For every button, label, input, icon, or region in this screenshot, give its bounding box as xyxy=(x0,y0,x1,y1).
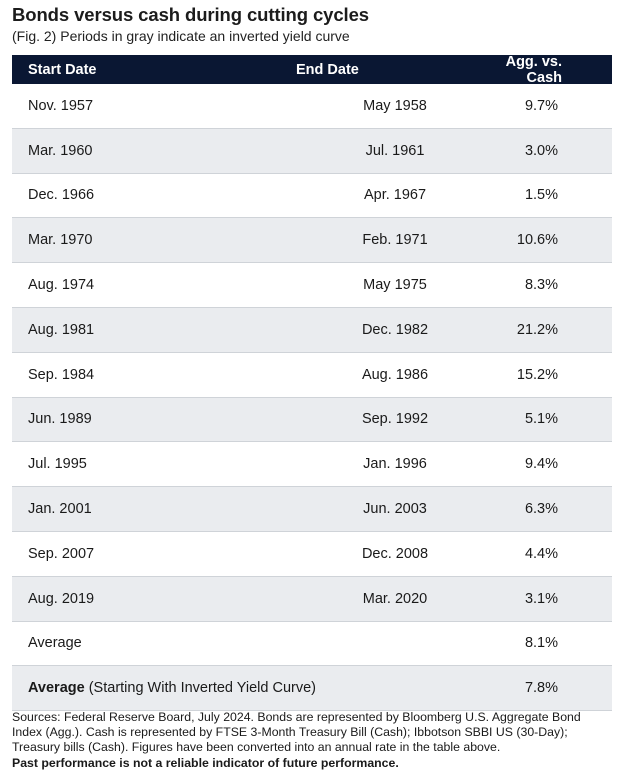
summary-row: Average 8.1% xyxy=(12,622,612,667)
summary-label-text: Average xyxy=(28,635,82,652)
cell-start-date: Aug. 2019 xyxy=(28,590,95,607)
cell-start-date: Sep. 1984 xyxy=(28,366,95,383)
cell-start-date: Mar. 1960 xyxy=(28,142,93,159)
summary-value: 7.8% xyxy=(524,680,558,697)
cell-agg-vs-cash: 21.2% xyxy=(516,321,558,338)
cell-start-date: Aug. 1974 xyxy=(28,277,95,294)
data-table: Start Date End Date Agg. vs. Cash Nov. 1… xyxy=(12,53,612,712)
table-row: Sep. 1984 Aug. 1986 15.2% xyxy=(12,353,612,398)
cell-agg-vs-cash: 6.3% xyxy=(524,501,558,518)
table-header: Start Date End Date Agg. vs. Cash xyxy=(12,53,612,86)
chart-subtitle: (Fig. 2) Periods in gray indicate an inv… xyxy=(12,28,350,44)
cell-end-date: Jul. 1961 xyxy=(365,142,425,159)
summary-label-bold: Average xyxy=(28,680,85,697)
cell-start-date: Nov. 1957 xyxy=(28,97,94,114)
cell-start-date: Jul. 1995 xyxy=(28,456,87,473)
cell-end-date: Feb. 1971 xyxy=(362,232,428,249)
cell-start-date: Sep. 2007 xyxy=(28,545,95,562)
table-row: Aug. 1974 May 1975 8.3% xyxy=(12,263,612,308)
cell-agg-vs-cash: 9.7% xyxy=(524,97,558,114)
cell-agg-vs-cash: 5.1% xyxy=(524,411,558,428)
cell-end-date: May 1958 xyxy=(363,97,427,114)
summary-label-text: (Starting With Inverted Yield Curve) xyxy=(84,680,316,697)
cell-start-date: Aug. 1981 xyxy=(28,321,95,338)
cell-agg-vs-cash: 3.1% xyxy=(524,590,558,607)
cell-start-date: Jan. 2001 xyxy=(28,501,92,518)
cell-end-date: Jun. 2003 xyxy=(363,501,427,518)
table-row: Mar. 1970 Feb. 1971 10.6% xyxy=(12,218,612,264)
table-body: Nov. 1957 May 1958 9.7% Mar. 1960 Jul. 1961 3… xyxy=(12,84,612,712)
table-row: Jan. 2001 Jun. 2003 6.3% xyxy=(12,487,612,532)
header-start-date: Start Date xyxy=(28,61,97,78)
cell-end-date: Sep. 1992 xyxy=(361,411,429,428)
table-row: Jun. 1989 Sep. 1992 5.1% xyxy=(12,397,612,443)
cell-start-date: Dec. 1966 xyxy=(28,187,95,204)
table-row: Dec. 1966 Apr. 1967 1.5% xyxy=(12,174,612,219)
cell-end-date: Apr. 1967 xyxy=(363,187,427,204)
footnote: Sources: Federal Reserve Board, July 202… xyxy=(12,710,612,771)
cell-agg-vs-cash: 4.4% xyxy=(524,545,558,562)
table-row: Aug. 1981 Dec. 1982 21.2% xyxy=(12,307,612,353)
cell-agg-vs-cash: 3.0% xyxy=(524,142,558,159)
footnote-sources: Sources: Federal Reserve Board, July 202… xyxy=(12,710,581,755)
summary-value: 8.1% xyxy=(524,635,558,652)
table-row: Nov. 1957 May 1958 9.7% xyxy=(12,84,612,129)
cell-end-date: Dec. 2008 xyxy=(361,545,429,562)
summary-label: Average xyxy=(12,635,482,651)
table-row: Jul. 1995 Jan. 1996 9.4% xyxy=(12,442,612,488)
cell-agg-vs-cash: 8.3% xyxy=(524,277,558,294)
summary-label: Average (Starting With Inverted Yield Cu… xyxy=(12,680,482,696)
chart-title: Bonds versus cash during cutting cycles xyxy=(12,4,369,25)
cell-end-date: May 1975 xyxy=(363,277,427,294)
cell-end-date: Mar. 2020 xyxy=(362,590,428,607)
cell-agg-vs-cash: 15.2% xyxy=(516,366,558,383)
cell-end-date: Aug. 1986 xyxy=(361,366,429,383)
cell-start-date: Mar. 1970 xyxy=(28,232,93,249)
cell-end-date: Dec. 1982 xyxy=(361,321,429,338)
footnote-warning: Past performance is not a reliable indic… xyxy=(12,755,399,770)
cell-agg-vs-cash: 9.4% xyxy=(524,456,558,473)
cell-start-date: Jun. 1989 xyxy=(28,411,92,428)
header-end-date: End Date xyxy=(296,61,359,78)
cell-end-date: Jan. 1996 xyxy=(363,456,427,473)
table-row: Aug. 2019 Mar. 2020 3.1% xyxy=(12,576,612,622)
table-row: Sep. 2007 Dec. 2008 4.4% xyxy=(12,532,612,577)
cell-agg-vs-cash: 1.5% xyxy=(524,187,558,204)
table-row: Mar. 1960 Jul. 1961 3.0% xyxy=(12,128,612,174)
cell-agg-vs-cash: 10.6% xyxy=(516,232,558,249)
summary-row: Average (Starting With Inverted Yield Cu… xyxy=(12,666,612,712)
header-agg-vs-cash: Agg. vs. Cash xyxy=(505,53,562,86)
